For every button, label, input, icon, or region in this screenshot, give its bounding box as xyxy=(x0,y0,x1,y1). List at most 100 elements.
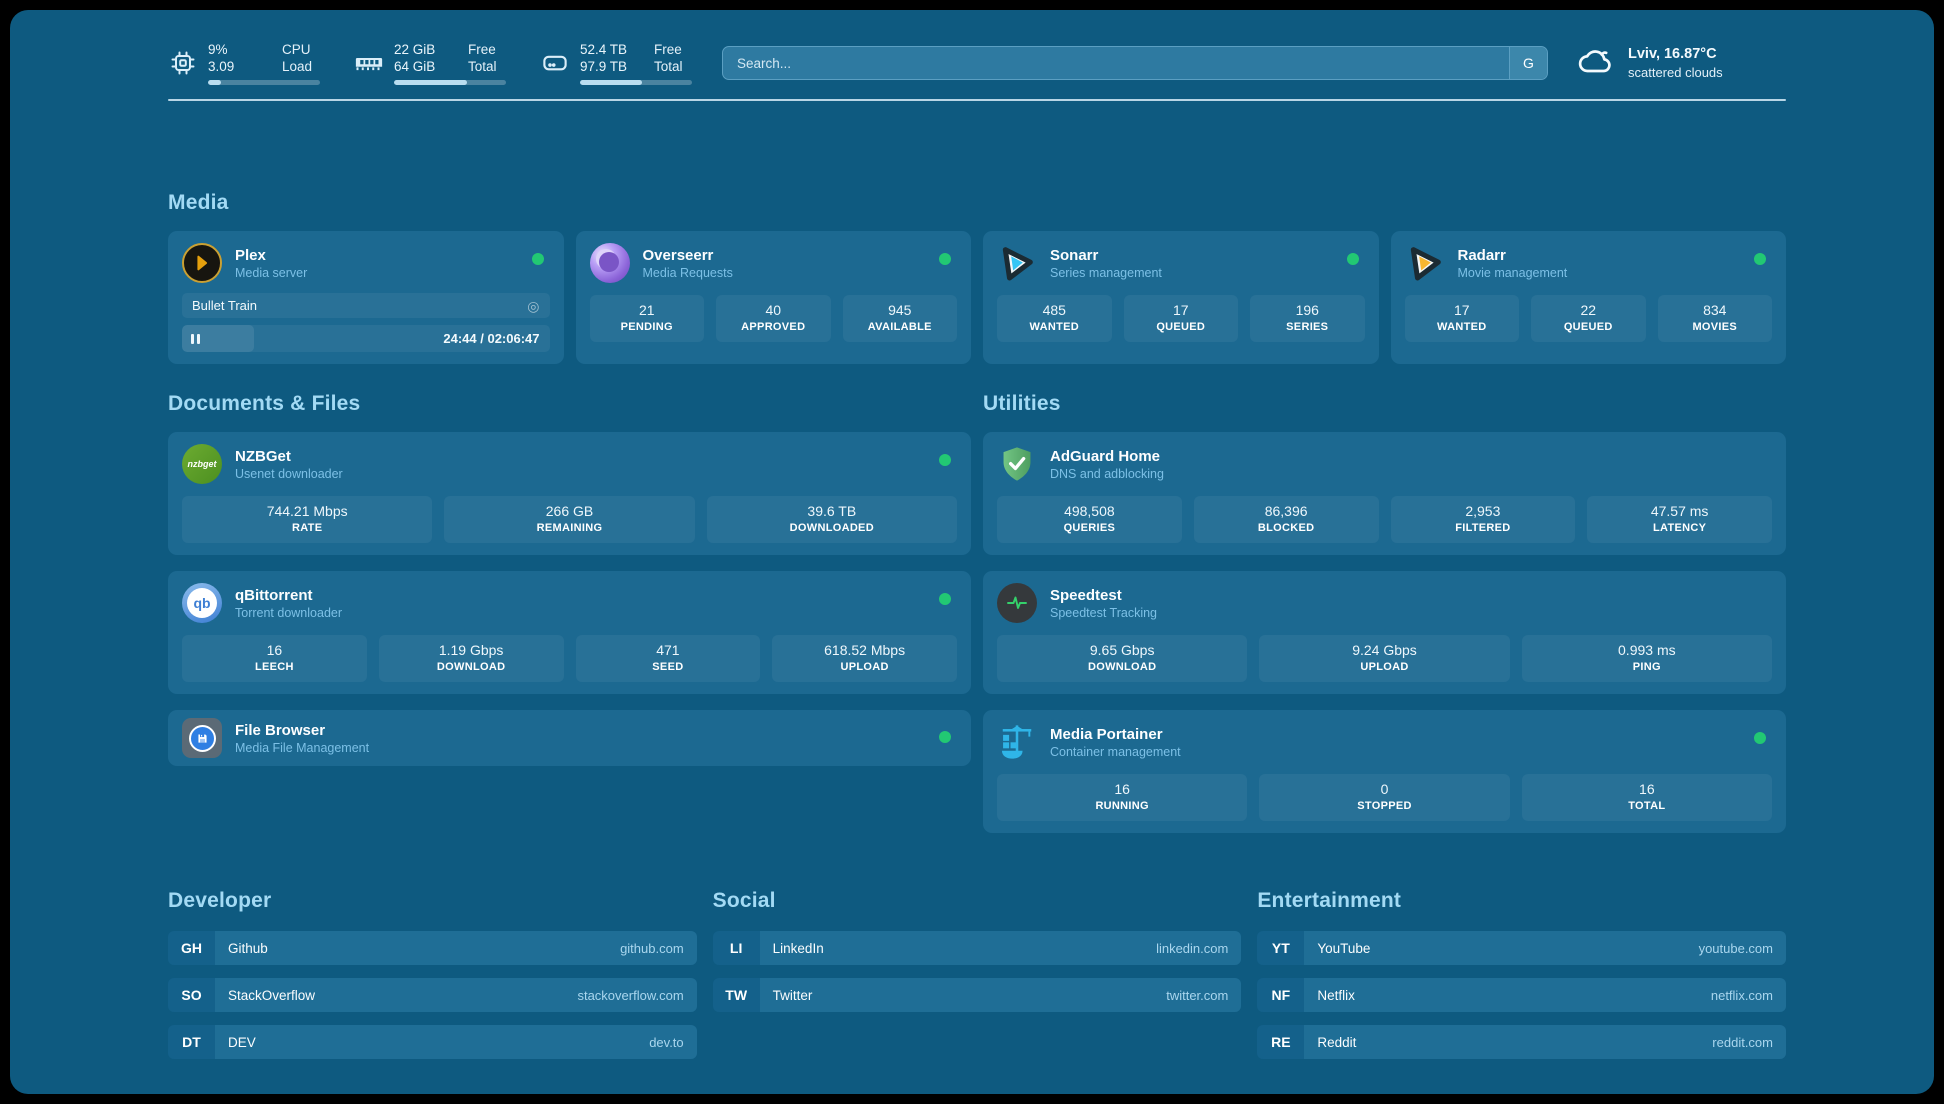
section-social: Social LI LinkedIn linkedin.com TW Twitte… xyxy=(712,889,1242,1012)
app-name: Radarr xyxy=(1457,246,1506,264)
bookmark-github[interactable]: GH Github github.com xyxy=(168,931,697,965)
stat-upload: 618.52 Mbps UPLOAD xyxy=(772,635,957,682)
section-title-developer: Developer xyxy=(168,889,272,912)
ram-icon xyxy=(354,48,384,78)
stat-seed: 471 SEED xyxy=(575,635,761,682)
stat-stopped: 0 STOPPED xyxy=(1259,774,1510,821)
dashboard: 9% 3.09 CPU Load 22 GiB 64 GiB Free Total xyxy=(10,10,1934,1094)
radarr-icon xyxy=(1405,243,1445,283)
stat-filtered: 2,953 FILTERED xyxy=(1390,496,1576,543)
app-name: NZBGet xyxy=(235,447,291,465)
bookmark-name: DEV xyxy=(228,1034,256,1050)
search-input[interactable] xyxy=(723,47,1509,79)
section-media: Media Plex Media server Bullet Train ◎ xyxy=(168,191,1786,364)
bookmark-name: Github xyxy=(228,940,268,956)
playback-progress-bar[interactable]: 24:44 / 02:06:47 xyxy=(182,325,550,352)
disk-icon xyxy=(540,48,570,78)
section-title-documents-files: Documents & Files xyxy=(168,392,361,415)
bookmark-netflix[interactable]: NF Netflix netflix.com xyxy=(1257,978,1786,1012)
section-title-media: Media xyxy=(168,191,229,214)
cpu-loadavg: 3.09 xyxy=(208,59,235,74)
app-card-nzbget[interactable]: nzbget NZBGet Usenet downloader 744.21 M… xyxy=(168,432,971,555)
stat-series: 196 SERIES xyxy=(1250,295,1365,342)
bookmark-name: YouTube xyxy=(1317,940,1371,956)
playback-time: 24:44 / 02:06:47 xyxy=(443,331,540,346)
search-bar: G xyxy=(722,46,1548,80)
app-subtitle: Media Requests xyxy=(642,265,733,280)
ram-usage-bar xyxy=(394,80,506,85)
app-subtitle: Series management xyxy=(1050,265,1162,280)
cpu-stat: 9% 3.09 CPU Load xyxy=(168,41,320,85)
bookmark-dev[interactable]: DT DEV dev.to xyxy=(168,1025,697,1059)
disk-free: 52.4 TB xyxy=(580,42,628,57)
stat-available: 945 AVAILABLE xyxy=(842,295,957,342)
bookmark-reddit[interactable]: RE Reddit reddit.com xyxy=(1257,1025,1786,1059)
stat-download: 9.65 Gbps DOWNLOAD xyxy=(997,635,1248,682)
portainer-icon xyxy=(997,722,1037,762)
stat-leech: 16 LEECH xyxy=(182,635,367,682)
qbittorrent-icon: qb xyxy=(182,583,222,623)
stat-rate: 744.21 Mbps RATE xyxy=(182,496,433,543)
app-card-plex[interactable]: Plex Media server Bullet Train ◎ 24:44 /… xyxy=(168,231,564,364)
stat-wanted: 485 WANTED xyxy=(997,295,1112,342)
cpu-label-1: CPU xyxy=(282,42,311,57)
plex-icon xyxy=(182,243,222,283)
now-playing-row[interactable]: Bullet Train ◎ xyxy=(182,293,550,318)
ram-label-1: Free xyxy=(468,42,496,57)
top-bar: 9% 3.09 CPU Load 22 GiB 64 GiB Free Total xyxy=(168,40,1786,86)
stat-wanted: 17 WANTED xyxy=(1404,295,1519,342)
app-name: Overseerr xyxy=(642,246,714,264)
app-card-filebrowser[interactable]: File Browser Media File Management xyxy=(168,710,971,766)
bookmark-name: LinkedIn xyxy=(772,940,824,956)
app-card-radarr[interactable]: Radarr Movie management 17 WANTED 22 QUEUE… xyxy=(1390,231,1786,364)
header-divider xyxy=(168,99,1786,101)
bookmark-url: reddit.com xyxy=(1712,1034,1773,1050)
app-subtitle: Usenet downloader xyxy=(235,466,343,481)
section-title-entertainment: Entertainment xyxy=(1257,889,1402,912)
app-subtitle: Speedtest Tracking xyxy=(1050,605,1158,620)
bookmark-linkedin[interactable]: LI LinkedIn linkedin.com xyxy=(712,931,1242,965)
bookmark-abbr: LI xyxy=(712,931,760,965)
adguard-icon xyxy=(997,444,1037,484)
app-subtitle: Media server xyxy=(235,265,308,280)
nzbget-icon: nzbget xyxy=(182,444,222,484)
stat-pending: 21 PENDING xyxy=(589,295,704,342)
system-stats: 9% 3.09 CPU Load 22 GiB 64 GiB Free Total xyxy=(168,41,692,85)
app-name: Plex xyxy=(235,246,266,264)
stat-downloaded: 39.6 TB DOWNLOADED xyxy=(706,496,957,543)
weather-location-temp: Lviv, 16.87°C xyxy=(1628,46,1717,62)
cpu-usage-bar xyxy=(208,80,320,85)
app-card-adguard[interactable]: AdGuard Home DNS and adblocking 498,508 Q… xyxy=(983,432,1786,555)
weather-widget[interactable]: Lviv, 16.87°C scattered clouds xyxy=(1576,41,1786,86)
section-utilities: Utilities AdGuard Home DNS and adblockin… xyxy=(983,392,1786,833)
now-playing-title: Bullet Train xyxy=(192,298,258,313)
cpu-icon xyxy=(168,48,198,78)
status-dot xyxy=(1754,253,1766,265)
app-subtitle: Torrent downloader xyxy=(235,605,343,620)
bookmark-stackoverflow[interactable]: SO StackOverflow stackoverflow.com xyxy=(168,978,697,1012)
stat-upload: 9.24 Gbps UPLOAD xyxy=(1259,635,1510,682)
app-card-portainer[interactable]: Media Portainer Container management 16 R… xyxy=(983,710,1786,833)
bookmark-abbr: SO xyxy=(168,978,215,1012)
stat-remaining: 266 GB REMAINING xyxy=(444,496,695,543)
app-card-sonarr[interactable]: Sonarr Series management 485 WANTED 17 QUE… xyxy=(983,231,1379,364)
cast-icon[interactable]: ◎ xyxy=(527,297,540,314)
bookmark-twitter[interactable]: TW Twitter twitter.com xyxy=(712,978,1242,1012)
overseerr-icon xyxy=(589,243,630,283)
bookmark-youtube[interactable]: YT YouTube youtube.com xyxy=(1257,931,1786,965)
bookmark-name: Netflix xyxy=(1317,987,1355,1003)
app-card-overseerr[interactable]: Overseerr Media Requests 21 PENDING 40 APP… xyxy=(575,231,971,364)
bookmark-abbr: NF xyxy=(1257,978,1305,1012)
disk-total: 97.9 TB xyxy=(580,59,628,74)
status-dot xyxy=(939,593,951,605)
status-dot xyxy=(939,731,951,743)
app-card-speedtest[interactable]: Speedtest Speedtest Tracking 9.65 Gbps DO… xyxy=(983,571,1786,694)
pause-icon[interactable] xyxy=(191,333,200,344)
app-name: Sonarr xyxy=(1050,246,1099,264)
disk-stat: 52.4 TB 97.9 TB Free Total xyxy=(540,41,692,85)
search-engine-button[interactable]: G xyxy=(1509,47,1547,79)
sonarr-icon xyxy=(997,243,1037,283)
app-card-qbittorrent[interactable]: qb qBittorrent Torrent downloader 16 LEEC… xyxy=(168,571,971,694)
ram-stat: 22 GiB 64 GiB Free Total xyxy=(354,41,506,85)
bookmark-abbr: RE xyxy=(1257,1025,1305,1059)
